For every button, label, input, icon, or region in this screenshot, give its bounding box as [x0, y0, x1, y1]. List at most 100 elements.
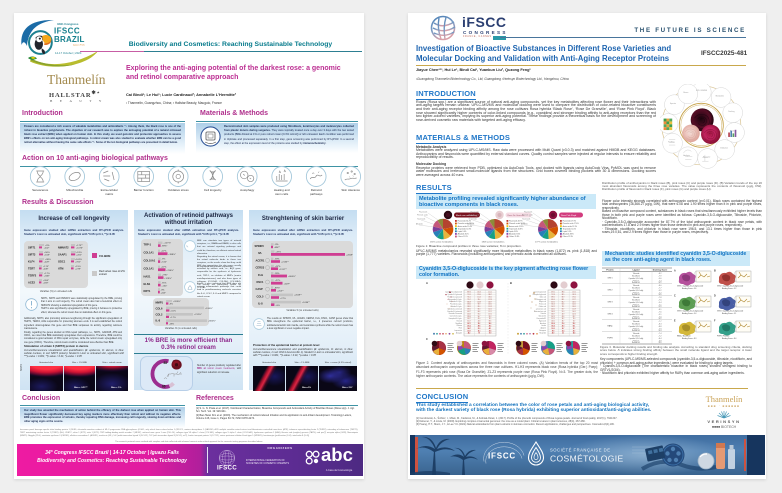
svg-text:36.7: 36.7	[562, 321, 565, 323]
svg-text:RARγ / Nicotiflorin: RARγ / Nicotiflorin	[677, 335, 691, 338]
svg-text:116.3: 116.3	[477, 292, 481, 294]
svg-text:248.2: 248.2	[551, 321, 555, 323]
svg-text:Ferulic acid: Ferulic acid	[539, 304, 546, 306]
svg-text:Phlorizin: Phlorizin	[633, 327, 640, 330]
svg-text:Protocatechuic acid: Protocatechuic acid	[534, 310, 546, 313]
svg-text:KLF4: KLF4	[28, 260, 35, 264]
svg-text:GRT2 / Cyanidin-3,5-O-diglucos: GRT2 / Cyanidin-3,5-O-diglucoside	[717, 286, 743, 288]
svg-text:GRT2: GRT2	[607, 290, 612, 292]
svg-text:-7.6: -7.6	[659, 312, 662, 314]
svg-text:85.2: 85.2	[573, 316, 576, 318]
svg-text:Tiliroside: Tiliroside	[633, 332, 640, 335]
svg-text:+56%: +56%	[44, 252, 50, 254]
svg-text:-8.3: -8.3	[659, 324, 662, 326]
svg-text:FGFR: FGFR	[607, 338, 613, 340]
svg-text:Procyanidin B2: Procyanidin B2	[537, 318, 547, 320]
svg-text:34th Congress: 34th Congress	[57, 22, 79, 26]
svg-text:-494**: -494**	[274, 247, 280, 249]
svg-text:+15%: +15%	[75, 266, 81, 268]
svg-text:1872 active metabolites: 1872 active metabolites	[430, 241, 454, 244]
svg-text:E: E	[674, 320, 676, 323]
svg-text:COSMÉTOLOGIE: COSMÉTOLOGIE	[550, 454, 624, 464]
svg-text:Retinol ref.: Retinol ref.	[632, 329, 641, 332]
svg-text:GRT3 / Cyanidin-3,5-O-diglucos: GRT3 / Cyanidin-3,5-O-diglucoside	[677, 311, 703, 313]
svg-text:12.4: 12.4	[562, 329, 565, 332]
svg-text:166.0: 166.0	[488, 296, 492, 298]
svg-text:73.1: 73.1	[562, 306, 565, 308]
svg-text:Alkaloids 8.8%: Alkaloids 8.8%	[563, 233, 575, 236]
svg-text:Peonidin-3-O-glucoside: Peonidin-3-O-glucoside	[447, 296, 462, 298]
svg-text:14.8: 14.8	[573, 332, 576, 335]
svg-text:Tiliroside: Tiliroside	[633, 296, 640, 299]
svg-text:+162%: +162%	[75, 259, 82, 261]
svg-text:Cyanidin-3,5-O-diglucoside: Cyanidin-3,5-O-diglucoside	[445, 292, 462, 294]
svg-text:-9.1: -9.1	[659, 314, 662, 316]
svg-text:Phenolic acids: Phenolic acids	[417, 215, 428, 217]
svg-text:ACER1: ACER1	[256, 258, 265, 262]
svg-text:88: 88	[164, 361, 168, 365]
svg-text:Validation: Validation	[720, 147, 728, 150]
svg-text:FGFR / Phlorizin: FGFR / Phlorizin	[717, 335, 730, 338]
svg-text:p-Coumaric acid: p-Coumaric acid	[536, 308, 546, 310]
svg-text:+196%*: +196%*	[205, 308, 213, 310]
svg-text:Binding Score: -8.4: Binding Score: -8.4	[722, 337, 736, 340]
svg-text:211.2: 211.2	[488, 292, 492, 294]
svg-text:47.6: 47.6	[489, 325, 492, 328]
svg-text:Ellagic acid: Ellagic acid	[539, 301, 546, 303]
svg-text:84.9: 84.9	[562, 296, 565, 298]
svg-text:D: D	[714, 295, 716, 298]
svg-text:Caffeic acid: Caffeic acid	[539, 306, 546, 308]
svg-text:182.3: 182.3	[572, 294, 576, 296]
svg-text:59.0: 59.0	[478, 313, 481, 315]
svg-text:✎: ✎	[186, 245, 189, 249]
svg-text:+47%: +47%	[161, 251, 167, 253]
svg-text:+1137**: +1137**	[279, 269, 287, 271]
svg-text:Phenolic acids 18.1%: Phenolic acids 18.1%	[458, 223, 475, 225]
svg-text:B: B	[510, 281, 512, 285]
svg-text:-9.2: -9.2	[659, 290, 662, 292]
svg-text:COL10A1: COL10A1	[144, 259, 156, 263]
svg-text:matrix: matrix	[105, 192, 114, 196]
svg-text:Malvidin-3-O-gluc.: Malvidin-3-O-gluc.	[451, 306, 463, 308]
svg-text:+168*: +168*	[44, 254, 50, 256]
svg-text:Apigenin: Apigenin	[541, 327, 547, 330]
svg-text:6.3: 6.3	[562, 333, 564, 335]
svg-text:14-17 October | 2024: 14-17 October | 2024	[55, 51, 82, 55]
svg-text:111.4: 111.4	[477, 296, 480, 298]
svg-text:715.7: 715.7	[467, 299, 471, 301]
svg-text:Alkaloids: Alkaloids	[468, 223, 475, 226]
svg-text:Catechin: Catechin	[541, 312, 547, 315]
svg-text:IL-8: IL-8	[258, 302, 263, 306]
svg-text:95.4: 95.4	[478, 299, 481, 301]
svg-text:IVL: IVL	[258, 251, 262, 255]
svg-text:188.7: 188.7	[488, 294, 492, 296]
svg-text:Pelargonidin-3-O-gluc.: Pelargonidin-3-O-gluc.	[448, 299, 463, 301]
svg-text:-89%*: -89%*	[161, 246, 167, 248]
svg-text:+19%: +19%	[76, 252, 82, 254]
svg-text:Ligand: Ligand	[633, 270, 641, 272]
svg-text:151.9: 151.9	[488, 306, 492, 308]
svg-text:29.8: 29.8	[478, 326, 481, 328]
svg-text:Tiliroside: Tiliroside	[633, 308, 640, 311]
svg-text:Phenolic acids: Phenolic acids	[522, 215, 533, 217]
svg-text:302.3: 302.3	[551, 316, 555, 318]
svg-text:+27%: +27%	[275, 280, 281, 282]
svg-text:301.7: 301.7	[467, 321, 471, 323]
svg-text:Nicotiflorin: Nicotiflorin	[632, 323, 640, 326]
svg-text:428.2: 428.2	[551, 309, 555, 311]
svg-text:Tiliroside: Tiliroside	[633, 272, 640, 275]
svg-text:Flavonoids 27.9%: Flavonoids 27.9%	[563, 221, 577, 223]
svg-text:148.7: 148.7	[488, 301, 492, 303]
svg-text:100.5: 100.5	[572, 311, 576, 313]
svg-text:Alkaloids 8.6%: Alkaloids 8.6%	[509, 233, 521, 236]
svg-text:82.3: 82.3	[478, 309, 481, 311]
svg-text:Kaempferol-glycoside: Kaempferol-glycoside	[533, 294, 547, 296]
svg-text:Amino acids 12.9%: Amino acids 12.9%	[509, 225, 524, 228]
svg-text:-9%: -9%	[161, 289, 165, 291]
svg-text:ACE2: ACE2	[28, 281, 35, 285]
svg-text:712.8: 712.8	[551, 294, 555, 296]
svg-text:pathways: pathways	[310, 192, 323, 196]
svg-text:Phlorizin: Phlorizin	[633, 315, 640, 318]
svg-text:Phlorizin: Phlorizin	[457, 325, 463, 327]
svg-text:Naringenin: Naringenin	[539, 330, 546, 332]
